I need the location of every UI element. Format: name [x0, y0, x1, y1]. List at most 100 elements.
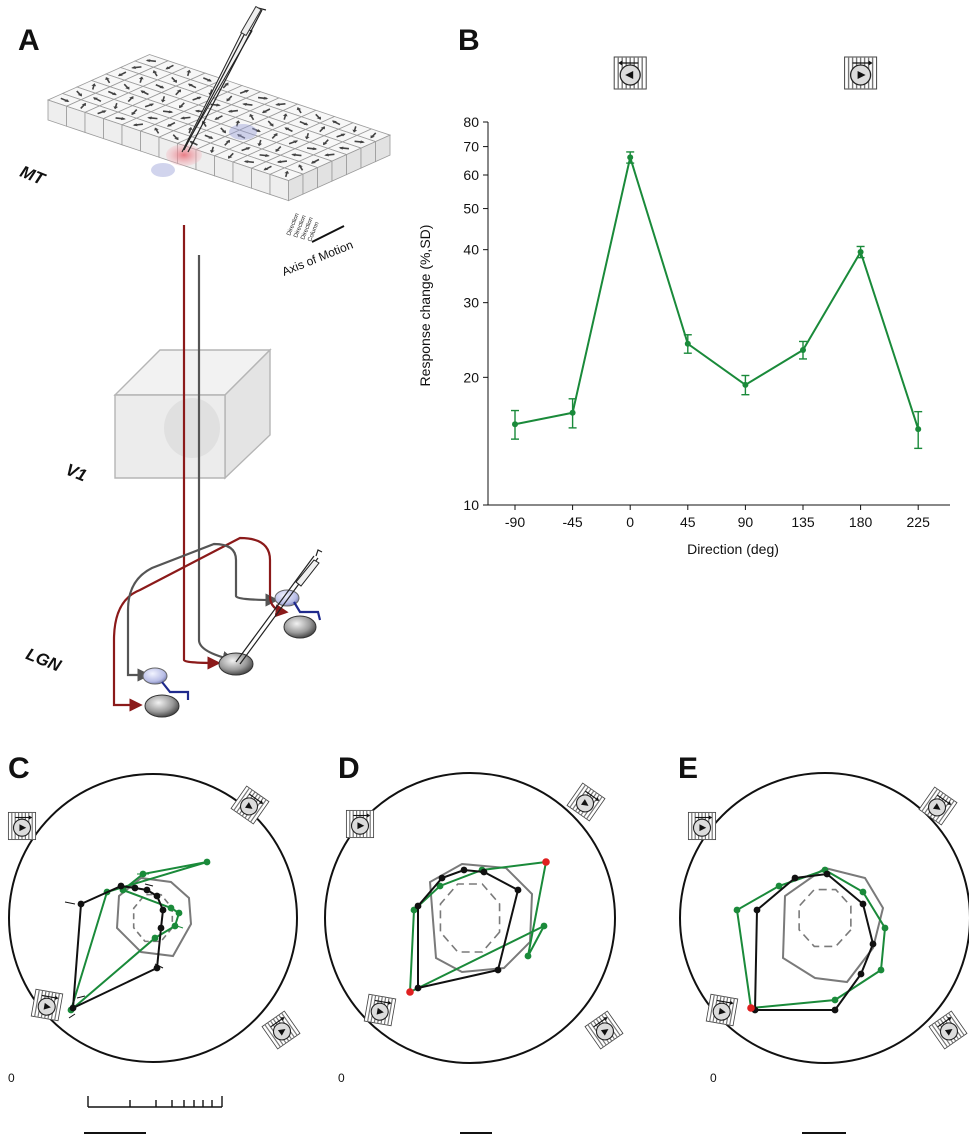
mt-column-arrowhead [261, 110, 267, 114]
mt-column-arrowhead [140, 90, 146, 94]
polar-point [831, 1006, 839, 1014]
polar-outer-circle [679, 772, 969, 1064]
preferred-column-highlight [229, 124, 257, 140]
polar-point [159, 906, 167, 914]
mt-column-side [375, 134, 391, 163]
polar-error-bar [68, 1013, 76, 1019]
mt-column-arrowhead [224, 82, 229, 86]
polar-point [540, 922, 548, 930]
polar-point [153, 964, 161, 972]
mt-column-arrowhead [206, 78, 212, 82]
panel-c-letter: C [8, 752, 30, 785]
polar-point [117, 882, 125, 890]
polar-point [791, 874, 799, 882]
mt-column-arrowhead [159, 85, 165, 89]
y-tick-label: 20 [463, 369, 479, 385]
mt-column-arrowhead [145, 59, 151, 63]
polar-point [877, 966, 885, 974]
stimulus-icon [918, 786, 958, 826]
polar-point [77, 900, 85, 908]
polar-point [733, 906, 741, 914]
panel-b-stimulus-icons [613, 56, 878, 90]
lgn-label: LGN [23, 644, 64, 675]
mt-column-arrowhead [316, 116, 321, 120]
polar-point [151, 934, 159, 942]
mt-column-arrowhead [172, 79, 177, 83]
mt-column-arrowhead [131, 66, 136, 69]
mt-column-arrowhead [81, 102, 86, 107]
x-tick-label: 45 [680, 514, 696, 530]
mt-column-arrowhead [152, 70, 158, 74]
mt-column-arrowhead [91, 83, 97, 87]
polar-error-bar [64, 901, 76, 905]
mt-column-arrowhead [323, 142, 328, 146]
mt-column-arrowhead [249, 113, 254, 117]
baseline-inner [439, 883, 501, 953]
mt-column-arrowhead [209, 150, 215, 153]
mt-column-arrowhead [263, 96, 269, 100]
polar-point [167, 904, 175, 912]
mt-column-arrowhead [291, 153, 296, 157]
data-point [512, 421, 518, 428]
panel-a-letter: A [18, 24, 40, 57]
mt-column-arrowhead [129, 96, 134, 100]
polar-outer-circle [324, 772, 616, 1064]
black-tuning [753, 872, 875, 1011]
polar-zero-label: 0 [710, 1071, 717, 1085]
stimulus-icon [584, 1010, 624, 1050]
green-tuning [69, 861, 208, 1013]
mt-column-arrowhead [77, 93, 82, 97]
y-tick-label: 10 [463, 497, 479, 513]
polar-point [203, 858, 211, 866]
polar-error-bar [144, 883, 154, 887]
mt-column-arrowhead [154, 127, 159, 131]
polar-zero-label: 0 [338, 1071, 345, 1085]
mt-column-arrowhead [125, 86, 130, 90]
panel-a: A MT Direction Direction Direction Colum… [17, 5, 392, 718]
mt-column-arrowhead [221, 130, 226, 134]
polar-point [438, 874, 446, 882]
mt-column-arrowhead [360, 140, 365, 144]
stimulus-icon [705, 993, 739, 1027]
mt-column-arrowhead [324, 153, 329, 157]
polar-point [153, 892, 161, 900]
polar-point [414, 902, 422, 910]
mt-column-arrowhead [227, 109, 233, 113]
mt-column-arrowhead [243, 160, 249, 164]
mt-column-arrowhead [312, 147, 318, 151]
stimulus-icon [363, 993, 397, 1027]
mt-direction-columns [46, 54, 392, 202]
panel-e: E 0 [678, 752, 969, 1134]
mt-column-arrowhead [273, 133, 278, 137]
mt-column-arrowhead [282, 113, 288, 117]
mt-column-arrowhead [310, 160, 316, 164]
stimulus-icon [928, 1010, 968, 1050]
antipreferred-column-highlight [151, 163, 175, 177]
x-tick-label: 0 [626, 514, 634, 530]
mt-column-arrowhead [298, 164, 303, 168]
mt-column-arrowhead [194, 109, 200, 113]
mt-column-arrowhead [235, 120, 241, 124]
stimulus-icon [613, 56, 647, 90]
mt-column-arrowhead [276, 160, 282, 164]
mt-column-arrowhead [244, 90, 250, 93]
polar-error-bar [176, 925, 184, 929]
mt-label: MT [17, 162, 48, 189]
mt-column-arrowhead [176, 89, 181, 93]
axis-of-motion-label: Axis of Motion [280, 238, 355, 279]
polar-point [131, 884, 139, 892]
polar-point [460, 866, 468, 874]
mt-column-arrowhead [138, 76, 144, 80]
mt-column-arrowhead [208, 136, 214, 139]
data-point [569, 409, 576, 416]
y-tick-label: 60 [463, 167, 479, 183]
mt-column-arrowhead [225, 139, 230, 143]
polar-error-bar [154, 963, 164, 969]
mt-electrode [181, 5, 267, 153]
polar-highlight-point [542, 858, 550, 866]
panel-c: C 0 [7, 752, 301, 1134]
y-tick-label: 50 [463, 201, 479, 217]
response-change-chart: Direction (deg) Response change (%,SD) -… [417, 114, 950, 557]
mt-column-arrowhead [166, 123, 172, 127]
